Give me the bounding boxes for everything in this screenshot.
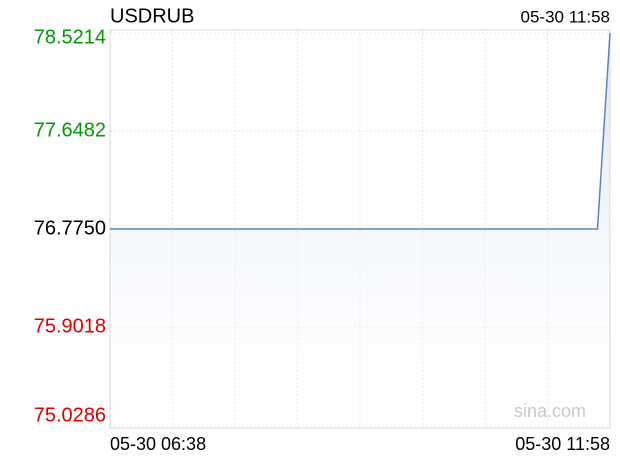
y-tick-label: 78.5214 <box>34 26 106 48</box>
timestamp: 05-30 11:58 <box>521 7 610 26</box>
area <box>110 33 610 428</box>
price-line <box>110 32 611 230</box>
x-tick-label: 05-30 11:58 <box>515 434 610 454</box>
chart-title: USDRUB <box>110 5 194 27</box>
x-tick-label: 05-30 06:38 <box>110 434 206 454</box>
y-tick-label: 76.7750 <box>34 217 106 239</box>
y-tick-label: 75.9018 <box>34 315 106 337</box>
y-tick-label: 75.0286 <box>34 404 106 426</box>
y-tick-label: 77.6482 <box>34 119 106 141</box>
watermark: sina.com <box>514 401 586 421</box>
